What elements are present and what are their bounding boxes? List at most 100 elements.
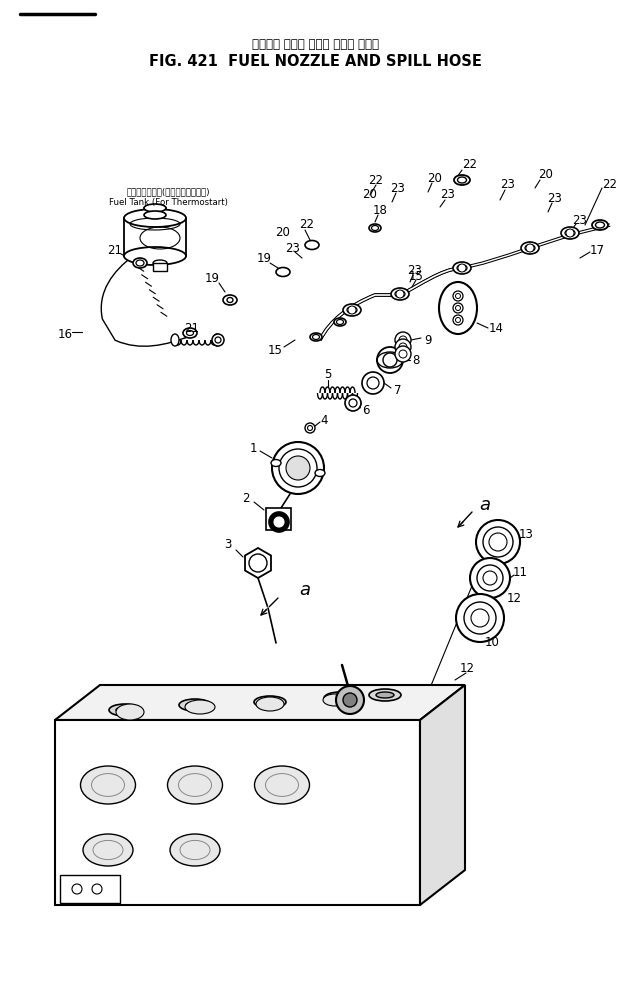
Circle shape bbox=[72, 884, 82, 894]
Ellipse shape bbox=[271, 460, 281, 467]
Ellipse shape bbox=[521, 242, 539, 254]
Text: 23: 23 bbox=[548, 191, 562, 204]
Circle shape bbox=[456, 305, 461, 310]
Ellipse shape bbox=[227, 297, 233, 302]
Text: 23: 23 bbox=[440, 188, 456, 201]
Text: 6: 6 bbox=[362, 403, 370, 416]
Ellipse shape bbox=[215, 337, 221, 343]
Bar bbox=[153, 263, 167, 271]
Circle shape bbox=[269, 512, 289, 532]
Ellipse shape bbox=[391, 288, 409, 300]
Ellipse shape bbox=[592, 220, 608, 230]
Ellipse shape bbox=[596, 222, 604, 228]
Polygon shape bbox=[245, 548, 271, 578]
Ellipse shape bbox=[315, 470, 325, 477]
Ellipse shape bbox=[136, 260, 144, 266]
Ellipse shape bbox=[343, 304, 361, 316]
Circle shape bbox=[92, 884, 102, 894]
Text: 20: 20 bbox=[363, 188, 377, 201]
Ellipse shape bbox=[109, 704, 141, 716]
Text: 19: 19 bbox=[256, 252, 271, 265]
Text: 15: 15 bbox=[268, 344, 283, 357]
Circle shape bbox=[343, 693, 357, 707]
Circle shape bbox=[367, 377, 379, 389]
Circle shape bbox=[456, 594, 504, 642]
Text: 22: 22 bbox=[300, 218, 314, 232]
Text: 23: 23 bbox=[572, 213, 587, 227]
Text: 23: 23 bbox=[500, 178, 516, 191]
Text: a: a bbox=[480, 496, 490, 514]
Text: 12: 12 bbox=[459, 662, 475, 675]
Text: 20: 20 bbox=[539, 168, 553, 181]
Ellipse shape bbox=[212, 334, 224, 346]
Ellipse shape bbox=[457, 265, 467, 272]
Text: 16: 16 bbox=[57, 328, 73, 342]
Polygon shape bbox=[55, 720, 420, 905]
Ellipse shape bbox=[331, 695, 349, 701]
Text: 14: 14 bbox=[488, 321, 504, 335]
Ellipse shape bbox=[171, 334, 179, 346]
Ellipse shape bbox=[561, 227, 579, 239]
Circle shape bbox=[348, 306, 356, 314]
Text: 22: 22 bbox=[603, 178, 618, 191]
Ellipse shape bbox=[144, 211, 166, 219]
Text: 1: 1 bbox=[249, 442, 257, 455]
Ellipse shape bbox=[369, 224, 381, 232]
Text: 4: 4 bbox=[321, 413, 327, 426]
Text: 13: 13 bbox=[519, 527, 533, 540]
Ellipse shape bbox=[261, 699, 279, 705]
Polygon shape bbox=[420, 685, 465, 905]
Text: a: a bbox=[300, 581, 310, 599]
Circle shape bbox=[249, 554, 267, 572]
Circle shape bbox=[453, 315, 463, 325]
Text: 17: 17 bbox=[589, 244, 604, 257]
Ellipse shape bbox=[336, 319, 343, 324]
Circle shape bbox=[274, 517, 284, 527]
Ellipse shape bbox=[116, 707, 134, 713]
Ellipse shape bbox=[310, 333, 322, 341]
Bar bbox=[266, 508, 291, 530]
Circle shape bbox=[383, 353, 397, 367]
Text: 5: 5 bbox=[324, 369, 332, 382]
Circle shape bbox=[399, 343, 407, 351]
Ellipse shape bbox=[183, 328, 197, 338]
Circle shape bbox=[395, 339, 411, 355]
Ellipse shape bbox=[323, 694, 347, 706]
Circle shape bbox=[272, 442, 324, 494]
Circle shape bbox=[399, 350, 407, 358]
Text: 9: 9 bbox=[424, 334, 432, 347]
Circle shape bbox=[483, 571, 497, 585]
Text: 23: 23 bbox=[408, 264, 422, 276]
Ellipse shape bbox=[167, 766, 223, 804]
Text: フェエル ノズル および スピル ホース: フェエル ノズル および スピル ホース bbox=[252, 39, 379, 52]
Ellipse shape bbox=[186, 702, 204, 708]
Ellipse shape bbox=[454, 175, 470, 185]
Ellipse shape bbox=[372, 226, 379, 231]
Ellipse shape bbox=[312, 335, 319, 340]
Circle shape bbox=[476, 520, 520, 564]
Circle shape bbox=[470, 558, 510, 598]
Text: 20: 20 bbox=[428, 171, 442, 184]
Circle shape bbox=[349, 399, 357, 407]
Text: 11: 11 bbox=[512, 567, 528, 580]
Bar bbox=[60, 875, 120, 903]
Text: 22: 22 bbox=[369, 173, 384, 186]
Ellipse shape bbox=[525, 245, 535, 252]
Circle shape bbox=[489, 533, 507, 551]
Ellipse shape bbox=[81, 766, 136, 804]
Ellipse shape bbox=[457, 177, 466, 183]
Text: Fuel Tank (For Thermostart): Fuel Tank (For Thermostart) bbox=[109, 197, 227, 206]
Ellipse shape bbox=[187, 331, 194, 336]
Ellipse shape bbox=[276, 268, 290, 276]
Ellipse shape bbox=[254, 696, 286, 708]
Ellipse shape bbox=[185, 700, 215, 714]
Ellipse shape bbox=[334, 318, 346, 326]
Circle shape bbox=[307, 425, 312, 430]
Ellipse shape bbox=[439, 282, 477, 334]
Ellipse shape bbox=[124, 209, 186, 227]
Text: 19: 19 bbox=[204, 272, 220, 284]
Ellipse shape bbox=[256, 697, 284, 711]
Ellipse shape bbox=[347, 306, 357, 313]
Ellipse shape bbox=[376, 692, 394, 698]
Ellipse shape bbox=[453, 262, 471, 274]
